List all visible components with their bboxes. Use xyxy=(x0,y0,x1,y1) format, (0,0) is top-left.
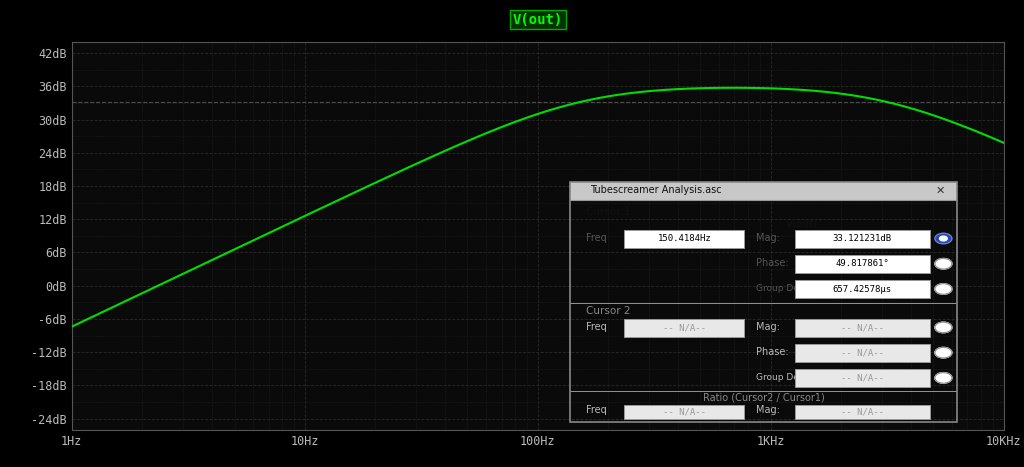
Text: Phase:: Phase: xyxy=(756,258,788,268)
Text: -- N/A--: -- N/A-- xyxy=(663,323,706,332)
Text: 657.42578μs: 657.42578μs xyxy=(833,284,892,294)
Circle shape xyxy=(935,284,952,294)
Text: 33.121231dB: 33.121231dB xyxy=(833,234,892,243)
Text: Freq: Freq xyxy=(586,405,606,415)
Circle shape xyxy=(935,322,952,333)
FancyBboxPatch shape xyxy=(795,369,930,387)
FancyBboxPatch shape xyxy=(795,280,930,298)
Text: V(out): V(out) xyxy=(786,219,818,229)
Text: Mag:: Mag: xyxy=(756,322,779,332)
FancyBboxPatch shape xyxy=(570,182,956,199)
Text: -- N/A--: -- N/A-- xyxy=(841,348,884,357)
Text: Phase:: Phase: xyxy=(756,347,788,357)
FancyBboxPatch shape xyxy=(795,344,930,362)
Text: Freq: Freq xyxy=(586,233,606,243)
FancyBboxPatch shape xyxy=(795,318,930,337)
FancyBboxPatch shape xyxy=(795,230,930,248)
Text: Group Delay:: Group Delay: xyxy=(756,284,814,293)
Circle shape xyxy=(935,233,952,244)
Text: -- N/A--: -- N/A-- xyxy=(663,408,706,417)
Circle shape xyxy=(935,373,952,383)
Text: -- N/A--: -- N/A-- xyxy=(841,408,884,417)
FancyBboxPatch shape xyxy=(625,230,744,248)
Text: Group Delay:: Group Delay: xyxy=(756,373,814,382)
Text: Ratio (Cursor2 / Cursor1): Ratio (Cursor2 / Cursor1) xyxy=(702,393,824,403)
Text: 49.817861°: 49.817861° xyxy=(836,259,889,269)
FancyBboxPatch shape xyxy=(795,255,930,273)
Text: Tubescreamer Analysis.asc: Tubescreamer Analysis.asc xyxy=(590,185,721,196)
Circle shape xyxy=(940,236,947,241)
Circle shape xyxy=(935,258,952,269)
Text: 150.4184Hz: 150.4184Hz xyxy=(657,234,712,243)
FancyBboxPatch shape xyxy=(625,405,744,419)
FancyBboxPatch shape xyxy=(795,405,930,419)
Text: -- N/A--: -- N/A-- xyxy=(841,374,884,382)
Text: ✕: ✕ xyxy=(936,185,945,196)
Circle shape xyxy=(935,347,952,358)
Text: Mag:: Mag: xyxy=(756,405,779,415)
Text: V(out): V(out) xyxy=(512,13,563,27)
Text: Mag:: Mag: xyxy=(756,233,779,243)
Text: -- N/A--: -- N/A-- xyxy=(841,323,884,332)
Text: Freq: Freq xyxy=(586,322,606,332)
Text: Cursor 1: Cursor 1 xyxy=(586,206,630,217)
Text: Cursor 2: Cursor 2 xyxy=(586,306,630,316)
FancyBboxPatch shape xyxy=(625,318,744,337)
